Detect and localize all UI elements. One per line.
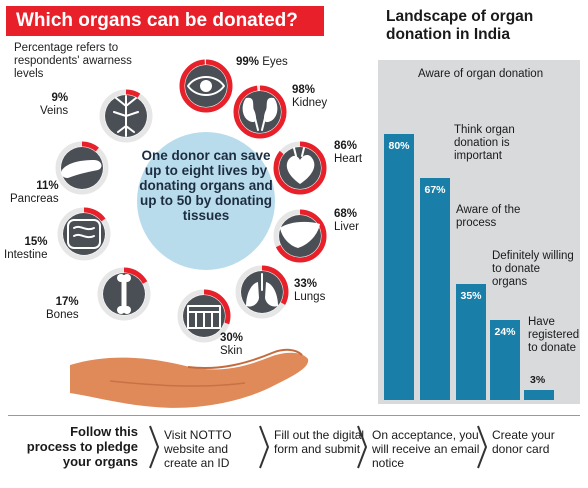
chart-title: Landscape of organ donation in India bbox=[386, 8, 534, 43]
organ-item-eyes bbox=[178, 58, 234, 114]
organ-percent: 68% bbox=[334, 208, 358, 220]
organ-name: Liver bbox=[334, 221, 359, 233]
organ-label: 17% Bones bbox=[46, 296, 79, 322]
organ-name: Kidney bbox=[292, 97, 328, 109]
skin-icon bbox=[177, 289, 231, 343]
organ-item-liver bbox=[272, 208, 328, 264]
awareness-arc bbox=[57, 207, 111, 261]
organ-label: 98% Kidney bbox=[292, 84, 327, 110]
process-step-2: Fill out the digital form and submit bbox=[274, 428, 365, 456]
organ-label: 86% Heart bbox=[334, 140, 362, 166]
organ-item-lungs bbox=[234, 264, 290, 320]
organ-item-heart bbox=[272, 140, 328, 196]
awareness-arc bbox=[177, 289, 231, 343]
organ-percent: 33% bbox=[294, 278, 318, 290]
organ-name: Eyes bbox=[262, 56, 288, 68]
awareness-arc bbox=[273, 141, 327, 195]
organ-percent: 9% bbox=[51, 92, 69, 104]
bar-value-label: 24% bbox=[494, 326, 516, 339]
organ-item-veins bbox=[98, 88, 154, 144]
eye-icon bbox=[179, 59, 233, 113]
heart-icon bbox=[273, 141, 327, 195]
organ-percent: 99% bbox=[236, 56, 260, 68]
awareness-arc bbox=[55, 141, 109, 195]
awareness-arc bbox=[99, 89, 153, 143]
organ-percent: 86% bbox=[334, 140, 358, 152]
intestine-icon bbox=[57, 207, 111, 261]
page-title: Which organs can be donated? bbox=[16, 10, 298, 31]
bar-chart: 80% Aware of organ donation 67% Think organ… bbox=[378, 60, 580, 404]
organ-name: Intestine bbox=[4, 249, 48, 261]
bar-value-label: 3% bbox=[530, 374, 546, 387]
organ-item-pancreas bbox=[54, 140, 110, 196]
organ-percent: 15% bbox=[24, 236, 48, 248]
organ-name: Lungs bbox=[294, 291, 326, 303]
organ-label: 99% Eyes bbox=[236, 56, 288, 69]
bar-1: 80% bbox=[384, 134, 414, 400]
organ-percent: 17% bbox=[55, 296, 79, 308]
organ-percent: 30% bbox=[220, 332, 244, 344]
center-message: One donor can save up to eight lives by … bbox=[139, 148, 273, 223]
chevron-right-icon bbox=[149, 425, 160, 469]
organ-name: Pancreas bbox=[10, 193, 59, 205]
bar-value-label: 67% bbox=[424, 183, 446, 196]
category-label: Aware of organ donation bbox=[418, 68, 544, 80]
bar-5 bbox=[524, 390, 554, 400]
title-banner: Which organs can be donated? bbox=[6, 6, 324, 36]
organ-label: 11% Pancreas bbox=[10, 180, 59, 206]
category-label: Think organ donation is important bbox=[454, 124, 515, 162]
awareness-arc bbox=[273, 209, 327, 263]
bar-4: 24% bbox=[490, 320, 520, 400]
process-step-1: Visit NOTTO website and create an ID bbox=[164, 428, 232, 470]
category-label: Have registered to donate bbox=[528, 316, 580, 354]
bar-3: 35% bbox=[456, 283, 486, 400]
organ-name: Skin bbox=[220, 345, 243, 357]
chevron-right-icon bbox=[357, 425, 368, 469]
bar-2: 67% bbox=[420, 177, 450, 400]
process-step-3: On acceptance, you will receive an email… bbox=[372, 428, 480, 470]
bar-value-label: 35% bbox=[460, 289, 482, 302]
percentage-note: Percentage refers to respondents' awarne… bbox=[14, 42, 132, 80]
awareness-arc bbox=[97, 267, 151, 321]
organ-percent: 11% bbox=[36, 180, 59, 192]
organ-name: Bones bbox=[46, 309, 79, 321]
lungs-icon bbox=[235, 265, 289, 319]
chevron-right-icon bbox=[259, 425, 270, 469]
footer-divider bbox=[8, 415, 580, 416]
organ-item-kidney bbox=[232, 84, 288, 140]
organ-label: 33% Lungs bbox=[294, 278, 325, 304]
organ-label: 9% Veins bbox=[40, 92, 68, 118]
organ-label: 68% Liver bbox=[334, 208, 359, 234]
organ-item-intestine bbox=[56, 206, 112, 262]
organ-name: Veins bbox=[40, 105, 69, 117]
organ-label: 30% Skin bbox=[220, 332, 243, 358]
organ-percent: 98% bbox=[292, 84, 316, 96]
awareness-arc bbox=[235, 265, 289, 319]
bar-value-label: 80% bbox=[388, 140, 410, 153]
organ-item-skin bbox=[176, 288, 232, 344]
veins-icon bbox=[99, 89, 153, 143]
category-label: Aware of the process bbox=[456, 204, 521, 229]
process-step-4: Create your donor card bbox=[492, 428, 555, 456]
open-hand-icon bbox=[70, 348, 309, 408]
organ-name: Heart bbox=[334, 153, 363, 165]
awareness-arc bbox=[179, 59, 233, 113]
awareness-arc bbox=[233, 85, 287, 139]
pancreas-icon bbox=[55, 141, 109, 195]
process-heading: Follow this process to pledge your organ… bbox=[26, 424, 138, 469]
category-label: Definitely willing to donate organs bbox=[492, 250, 574, 288]
center-circle: One donor can save up to eight lives by … bbox=[137, 132, 275, 270]
organ-item-bones bbox=[96, 266, 152, 322]
bone-icon bbox=[97, 267, 151, 321]
liver-icon bbox=[273, 209, 327, 263]
organ-label: 15% Intestine bbox=[4, 236, 47, 262]
kidney-icon bbox=[233, 85, 287, 139]
chevron-right-icon bbox=[477, 425, 488, 469]
